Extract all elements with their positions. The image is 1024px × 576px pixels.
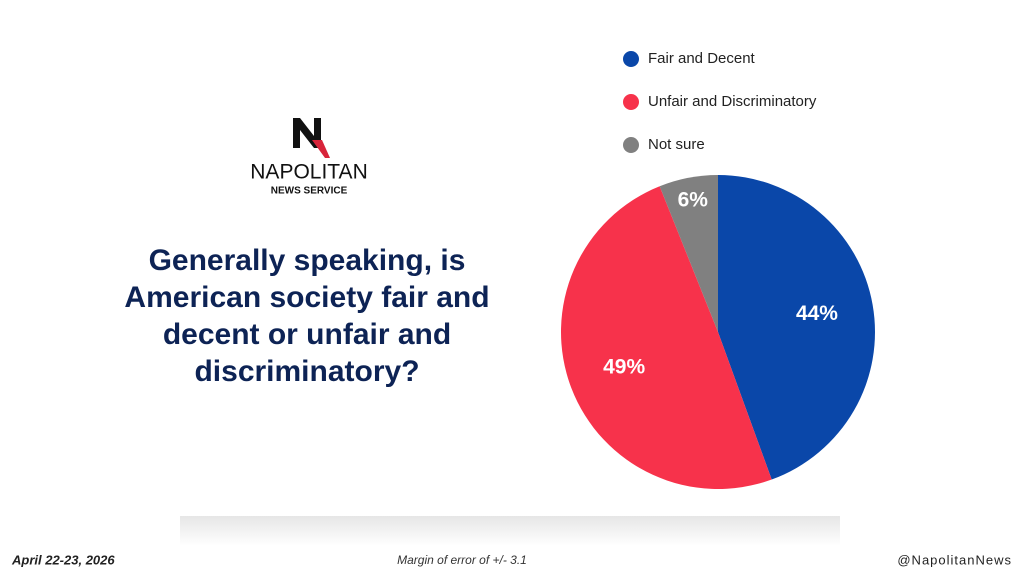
chart-title: Generally speaking, is American society … bbox=[124, 244, 490, 388]
legend-swatch bbox=[623, 94, 639, 110]
pie-slice bbox=[561, 186, 772, 489]
shadow bbox=[180, 516, 840, 546]
logo-icon bbox=[293, 118, 330, 158]
value-label: 49% bbox=[603, 355, 645, 378]
legend-swatch bbox=[623, 51, 639, 67]
pie-slice bbox=[718, 175, 875, 480]
value-label: 6% bbox=[678, 189, 709, 212]
footer-date: April 22-23, 2026 bbox=[11, 552, 115, 567]
footer-handle: @NapolitanNews bbox=[897, 552, 1012, 567]
value-label: 44% bbox=[796, 302, 838, 325]
footer-margin: Margin of error of +/- 3.1 bbox=[397, 553, 527, 567]
legend-label: Unfair and Discriminatory bbox=[648, 93, 817, 110]
logo-name: NAPOLITAN bbox=[250, 161, 367, 184]
legend-label: Not sure bbox=[648, 136, 705, 153]
pie-slice bbox=[659, 175, 718, 332]
legend-swatch bbox=[623, 137, 639, 153]
logo-tagline: NEWS SERVICE bbox=[271, 186, 348, 197]
legend-label: Fair and Decent bbox=[648, 50, 756, 67]
